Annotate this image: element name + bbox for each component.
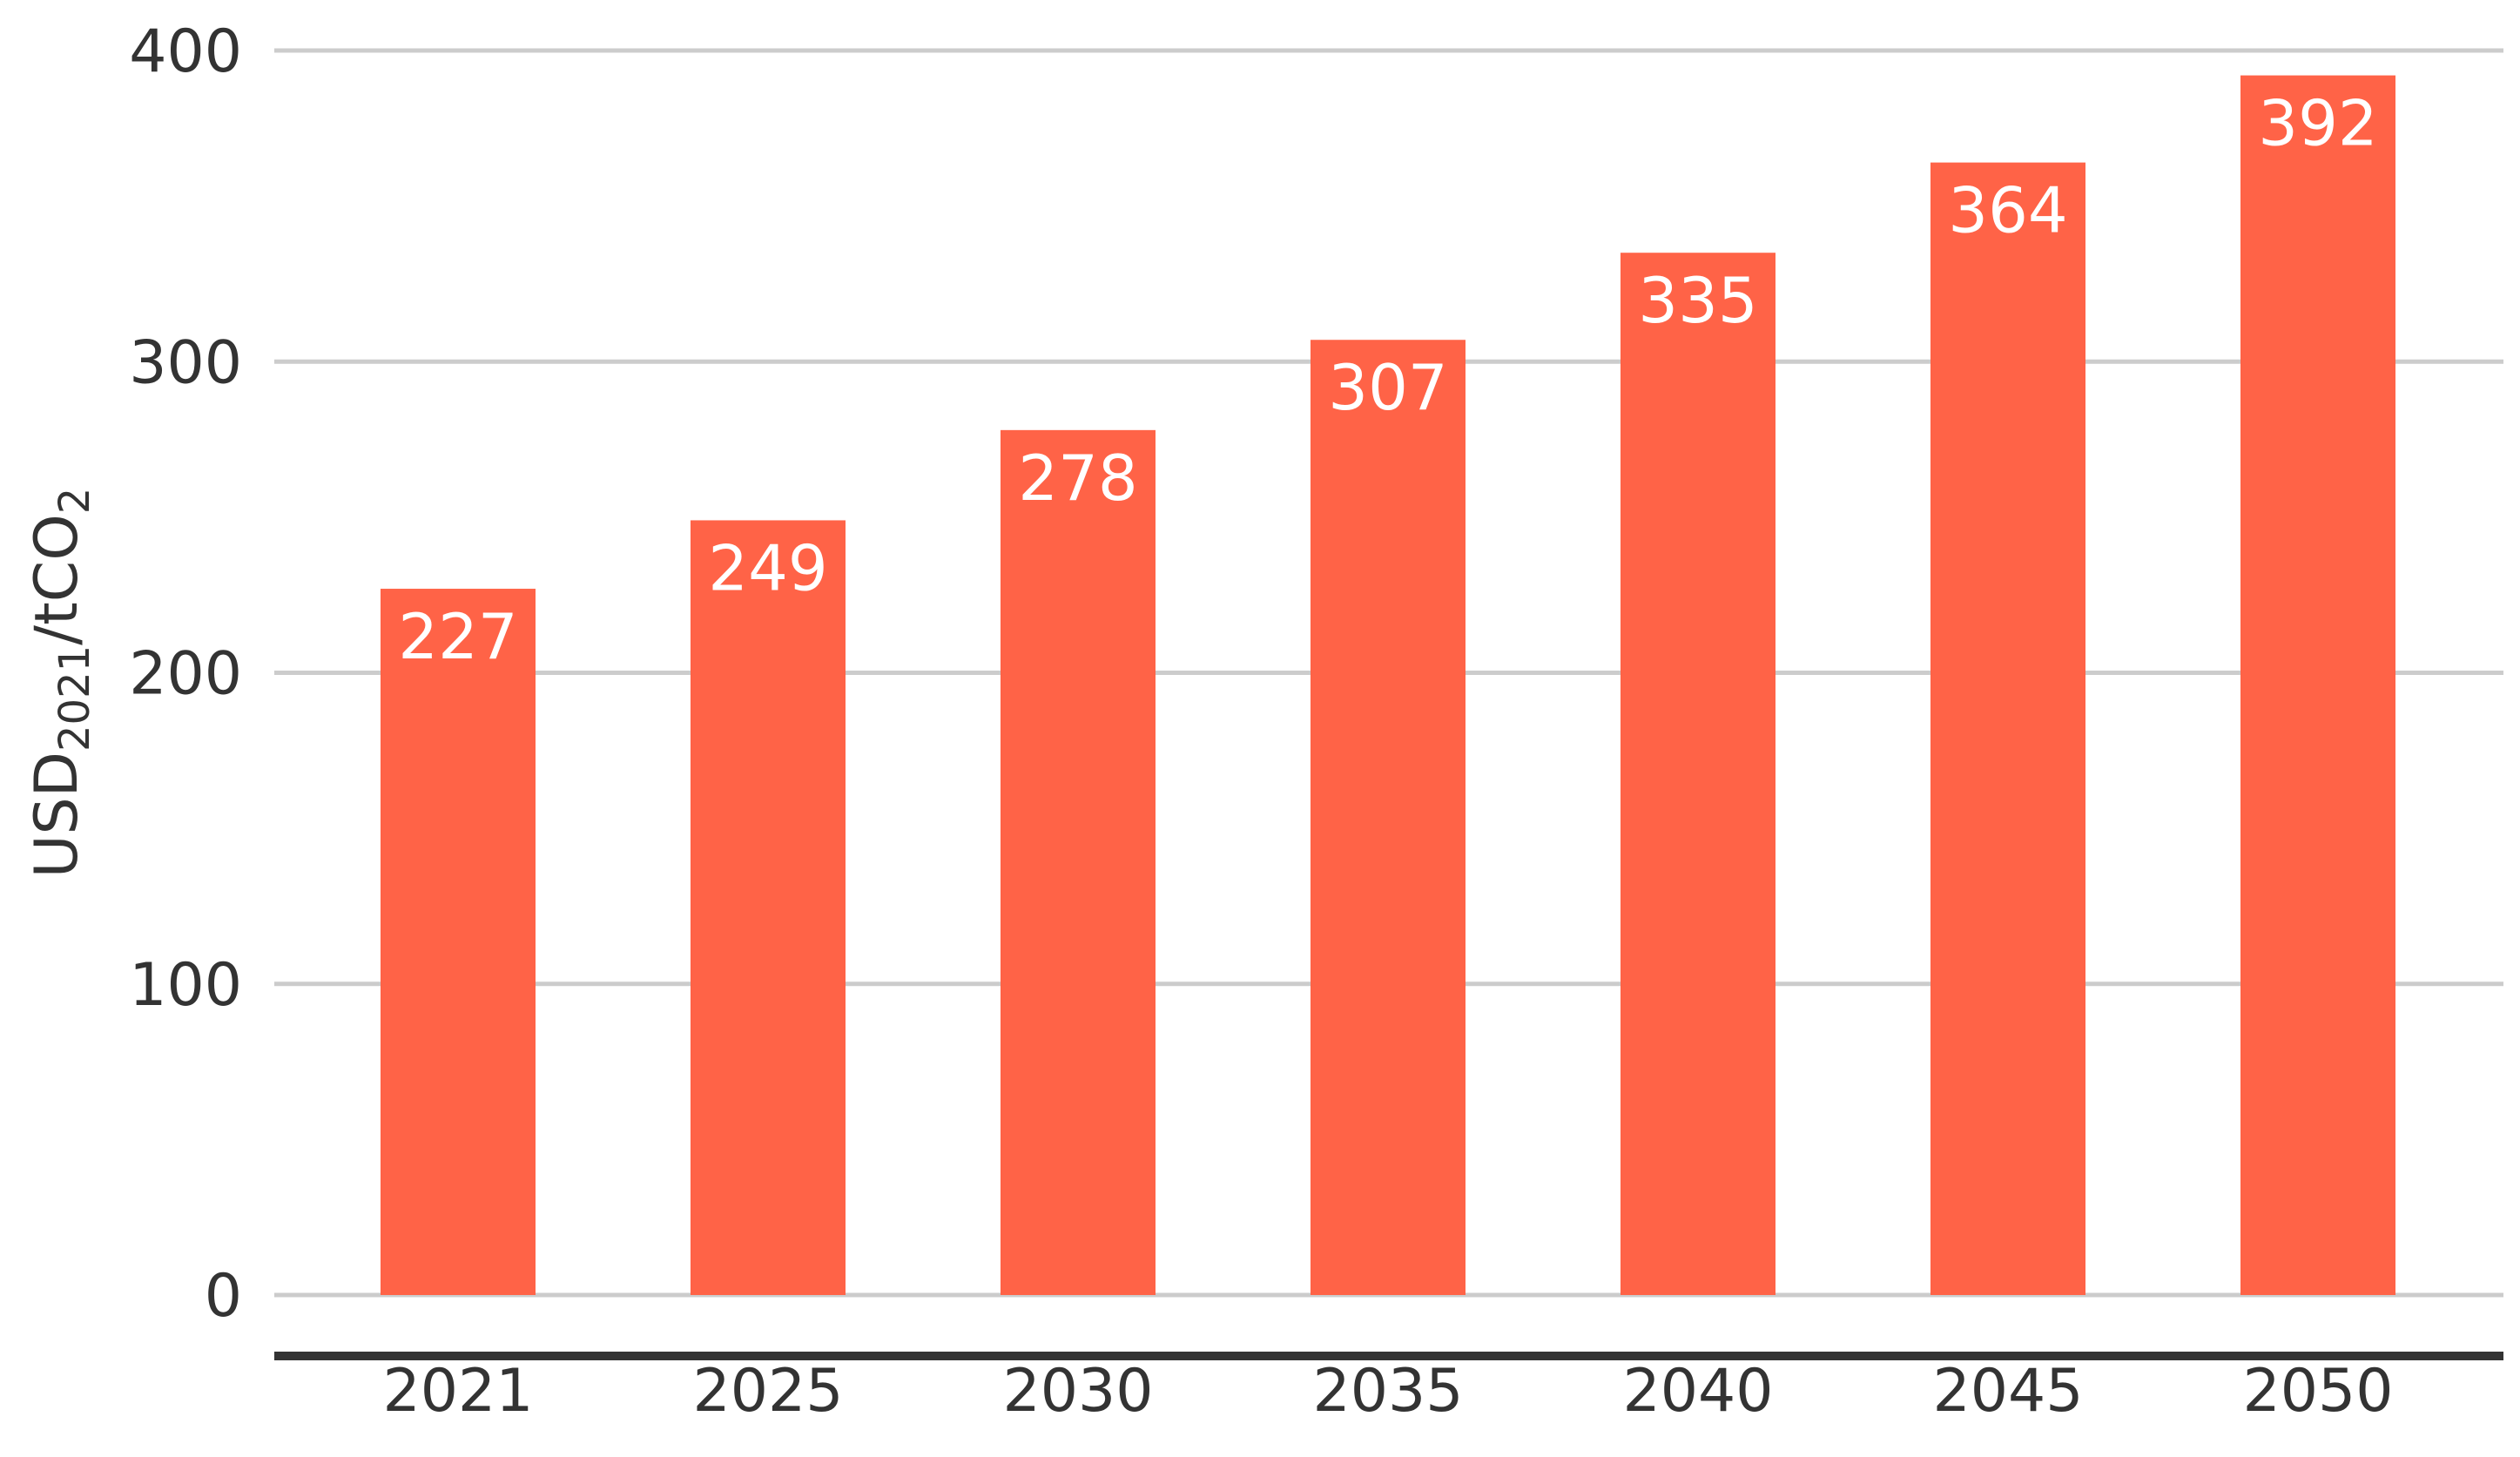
x-tick-label: 2035: [1312, 1357, 1463, 1426]
y-tick-label: 400: [129, 17, 242, 86]
y-axis-title-subscript-2: 2: [51, 487, 99, 515]
bar: [691, 520, 846, 1295]
y-axis-title: USD2021/tCO2: [23, 488, 99, 879]
bar-value-label: 392: [2258, 87, 2377, 160]
y-tick-label: 300: [129, 328, 242, 397]
x-tick-label: 2050: [2242, 1357, 2393, 1426]
y-tick-labels: 0 100 200 300 400: [129, 17, 242, 1331]
bar-value-label: 278: [1018, 442, 1137, 515]
bar-value-label: 307: [1328, 351, 1447, 424]
bar-value-label: 249: [708, 531, 827, 604]
y-tick-label: 100: [129, 951, 242, 1020]
x-tick-label: 2025: [692, 1357, 843, 1426]
bar: [2240, 75, 2395, 1296]
x-tick-label: 2021: [382, 1357, 533, 1426]
bar: [1001, 429, 1156, 1296]
x-tick-label: 2040: [1622, 1357, 1773, 1426]
y-axis-title-subscript: 2021: [51, 644, 99, 752]
bar: [381, 589, 536, 1295]
bar: [1620, 253, 1775, 1295]
bar: [1930, 162, 2085, 1296]
y-tick-label: 200: [129, 640, 242, 709]
bars: [381, 75, 2395, 1296]
y-axis-title-rest: /tCO: [23, 514, 91, 645]
y-tick-label: 0: [205, 1262, 242, 1331]
x-tick-labels: 2021 2025 2030 2035 2040 2045 2050: [382, 1357, 2393, 1426]
bar-value-labels: 227 249 278 307 335 364 392: [398, 87, 2377, 673]
x-tick-label: 2030: [1002, 1357, 1153, 1426]
bar-value-label: 335: [1638, 264, 1757, 337]
bar-value-label: 364: [1948, 174, 2067, 247]
y-axis-title-main: USD: [23, 751, 91, 879]
x-tick-label: 2045: [1932, 1357, 2083, 1426]
bar-value-label: 227: [398, 600, 517, 673]
bar: [1311, 340, 1466, 1296]
